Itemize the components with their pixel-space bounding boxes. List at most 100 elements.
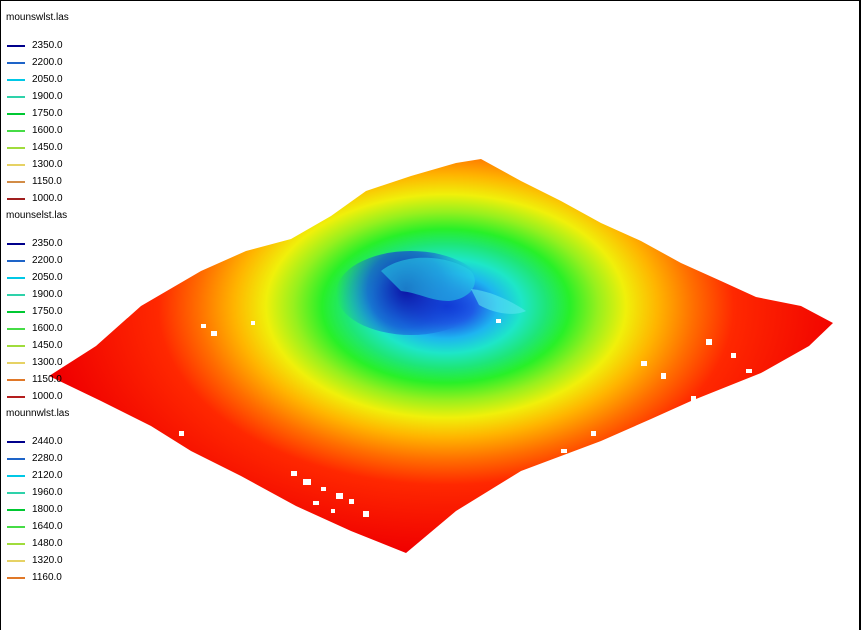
legend-value-label: 1150.0 [32, 176, 62, 187]
legend-entry: 1320.0 [6, 552, 96, 569]
legend-entry: 1300.0 [6, 354, 96, 371]
legend-color-swatch [7, 129, 25, 132]
data-gaps [179, 319, 752, 517]
legend-value-label: 1750.0 [32, 108, 63, 119]
legend-value-label: 1900.0 [32, 289, 63, 300]
legend-entry: 1600.0 [6, 320, 96, 337]
crater-rim-cyan [381, 257, 475, 301]
legend-entry: 1960.0 [6, 484, 96, 501]
legend-entry: 2350.0 [6, 235, 96, 252]
legend-entry: 1150.0 [6, 371, 96, 388]
legend-group: mounselst.las 2350.0 2200.0 2050.0 1900.0 175… [6, 209, 96, 405]
legend-value-label: 1600.0 [32, 323, 63, 334]
legend-value-label: 1480.0 [32, 538, 63, 549]
legend-group-title: mounselst.las [6, 210, 68, 221]
legend-color-swatch [7, 259, 25, 262]
legend-entry: 1600.0 [6, 122, 96, 139]
legend-color-swatch [7, 146, 25, 149]
legend-value-label: 1600.0 [32, 125, 63, 136]
legend-entry: 1900.0 [6, 286, 96, 303]
legend-entry: 2120.0 [6, 467, 96, 484]
legend-color-swatch [7, 344, 25, 347]
legend-value-label: 1450.0 [32, 142, 63, 153]
legend-color-swatch [7, 440, 25, 443]
legend-group: mounnwlst.las 2440.0 2280.0 2120.0 1960.0 180… [6, 407, 96, 586]
legend-value-label: 1450.0 [32, 340, 63, 351]
legend-color-swatch [7, 361, 25, 364]
legend-group-title: mounswlst.las [6, 12, 69, 23]
legend-value-label: 1160.0 [32, 572, 62, 583]
terrain-surface [49, 159, 833, 553]
legend-color-swatch [7, 276, 25, 279]
legend-value-label: 2120.0 [32, 470, 63, 481]
legend-color-swatch [7, 576, 25, 579]
legend-entry: 2350.0 [6, 37, 96, 54]
legend-entry: 1450.0 [6, 139, 96, 156]
legend-value-label: 1960.0 [32, 487, 63, 498]
legend-entry: 1750.0 [6, 105, 96, 122]
legend-entry: 2440.0 [6, 433, 96, 450]
legend-color-swatch [7, 457, 25, 460]
legend-entry: 2200.0 [6, 252, 96, 269]
legend-value-label: 2350.0 [32, 40, 63, 51]
legend-entry: 1000.0 [6, 388, 96, 405]
legend-color-swatch [7, 491, 25, 494]
legend-color-swatch [7, 293, 25, 296]
legend-color-swatch [7, 163, 25, 166]
legend-value-label: 2280.0 [32, 453, 63, 464]
legend-color-swatch [7, 378, 25, 381]
legend-color-swatch [7, 327, 25, 330]
legend-group-title: mounnwlst.las [6, 408, 70, 419]
legend-color-swatch [7, 242, 25, 245]
legend-color-swatch [7, 559, 25, 562]
legend-color-swatch [7, 112, 25, 115]
legend-value-label: 1800.0 [32, 504, 63, 515]
legend-entry: 1300.0 [6, 156, 96, 173]
legend-value-label: 2440.0 [32, 436, 63, 447]
legend-entry: 1480.0 [6, 535, 96, 552]
legend-color-swatch [7, 542, 25, 545]
legend-color-swatch [7, 525, 25, 528]
legend-entry: 1640.0 [6, 518, 96, 535]
legend-group: mounswlst.las 2350.0 2200.0 2050.0 1900.0 175… [6, 11, 96, 207]
legend-color-swatch [7, 95, 25, 98]
legend-entry: 1450.0 [6, 337, 96, 354]
legend-color-swatch [7, 44, 25, 47]
legend-color-swatch [7, 310, 25, 313]
legend-entry: 2050.0 [6, 71, 96, 88]
legend-value-label: 2200.0 [32, 57, 63, 68]
legend-color-swatch [7, 78, 25, 81]
color-legend: mounswlst.las 2350.0 2200.0 2050.0 1900.0 175… [6, 11, 96, 588]
legend-value-label: 1000.0 [32, 391, 63, 402]
legend-value-label: 2350.0 [32, 238, 63, 249]
legend-entry: 1160.0 [6, 569, 96, 586]
crater-rim-light [471, 289, 526, 314]
legend-value-label: 1300.0 [32, 357, 63, 368]
legend-color-swatch [7, 197, 25, 200]
legend-entry: 2280.0 [6, 450, 96, 467]
legend-color-swatch [7, 61, 25, 64]
legend-color-swatch [7, 474, 25, 477]
legend-color-swatch [7, 508, 25, 511]
legend-color-swatch [7, 180, 25, 183]
legend-entry: 1150.0 [6, 173, 96, 190]
legend-value-label: 1300.0 [32, 159, 63, 170]
legend-value-label: 1900.0 [32, 91, 63, 102]
legend-value-label: 2200.0 [32, 255, 63, 266]
legend-entry: 2050.0 [6, 269, 96, 286]
legend-entry: 1750.0 [6, 303, 96, 320]
legend-value-label: 2050.0 [32, 74, 63, 85]
legend-value-label: 1750.0 [32, 306, 63, 317]
legend-value-label: 2050.0 [32, 272, 63, 283]
legend-entry: 1800.0 [6, 501, 96, 518]
legend-value-label: 1320.0 [32, 555, 63, 566]
legend-value-label: 1640.0 [32, 521, 63, 532]
legend-value-label: 1150.0 [32, 374, 62, 385]
legend-entry: 2200.0 [6, 54, 96, 71]
legend-color-swatch [7, 395, 25, 398]
legend-entry: 1000.0 [6, 190, 96, 207]
legend-entry: 1900.0 [6, 88, 96, 105]
legend-value-label: 1000.0 [32, 193, 63, 204]
